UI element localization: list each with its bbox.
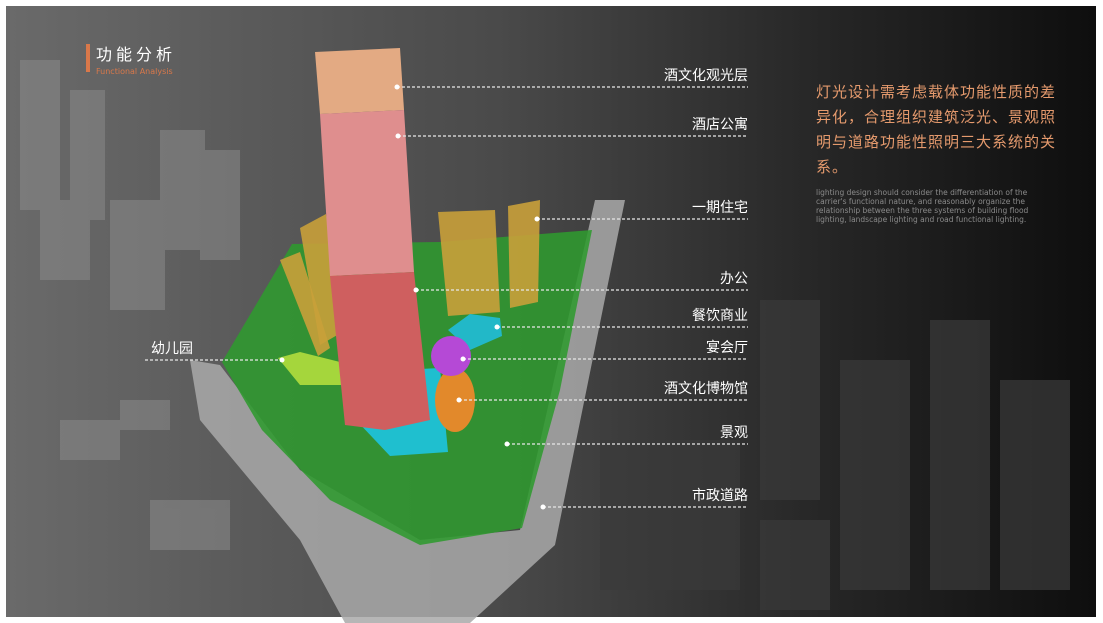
label: 一期住宅 [692, 200, 748, 216]
dark-towers [600, 300, 1070, 610]
tower-office [330, 272, 430, 430]
road [190, 200, 625, 623]
description: 灯光设计需考虑载体功能性质的差异化，合理组织建筑泛光、景观照明与道路功能性照明三… [816, 80, 1056, 224]
label: 酒店公寓 [692, 116, 748, 133]
label: 办公 [720, 271, 748, 287]
title: 功能分析 [96, 45, 176, 64]
description-english: lighting design should consider the diff… [816, 188, 1029, 224]
label: 景观 [720, 425, 748, 441]
tower-observation [315, 48, 404, 114]
description-chinese: 灯光设计需考虑载体功能性质的差异化，合理组织建筑泛光、景观照明与道路功能性照明三… [816, 83, 1057, 176]
city-blocks [20, 60, 240, 550]
label: 餐饮商业 [692, 308, 748, 324]
banquet-hall [431, 336, 471, 376]
label: 幼儿园 [151, 341, 193, 357]
residence [508, 200, 540, 308]
leaders [145, 84, 748, 510]
title-accent [86, 44, 90, 72]
residence [438, 210, 500, 316]
label: 市政道路 [692, 487, 748, 504]
label: 宴会厅 [706, 339, 748, 356]
tower-apartment [320, 110, 414, 276]
kindergarten [278, 352, 356, 385]
label: 酒文化观光层 [664, 68, 748, 84]
label: 酒文化博物馆 [664, 380, 748, 397]
subtitle: Functional Analysis [96, 67, 173, 76]
museum [435, 368, 475, 432]
